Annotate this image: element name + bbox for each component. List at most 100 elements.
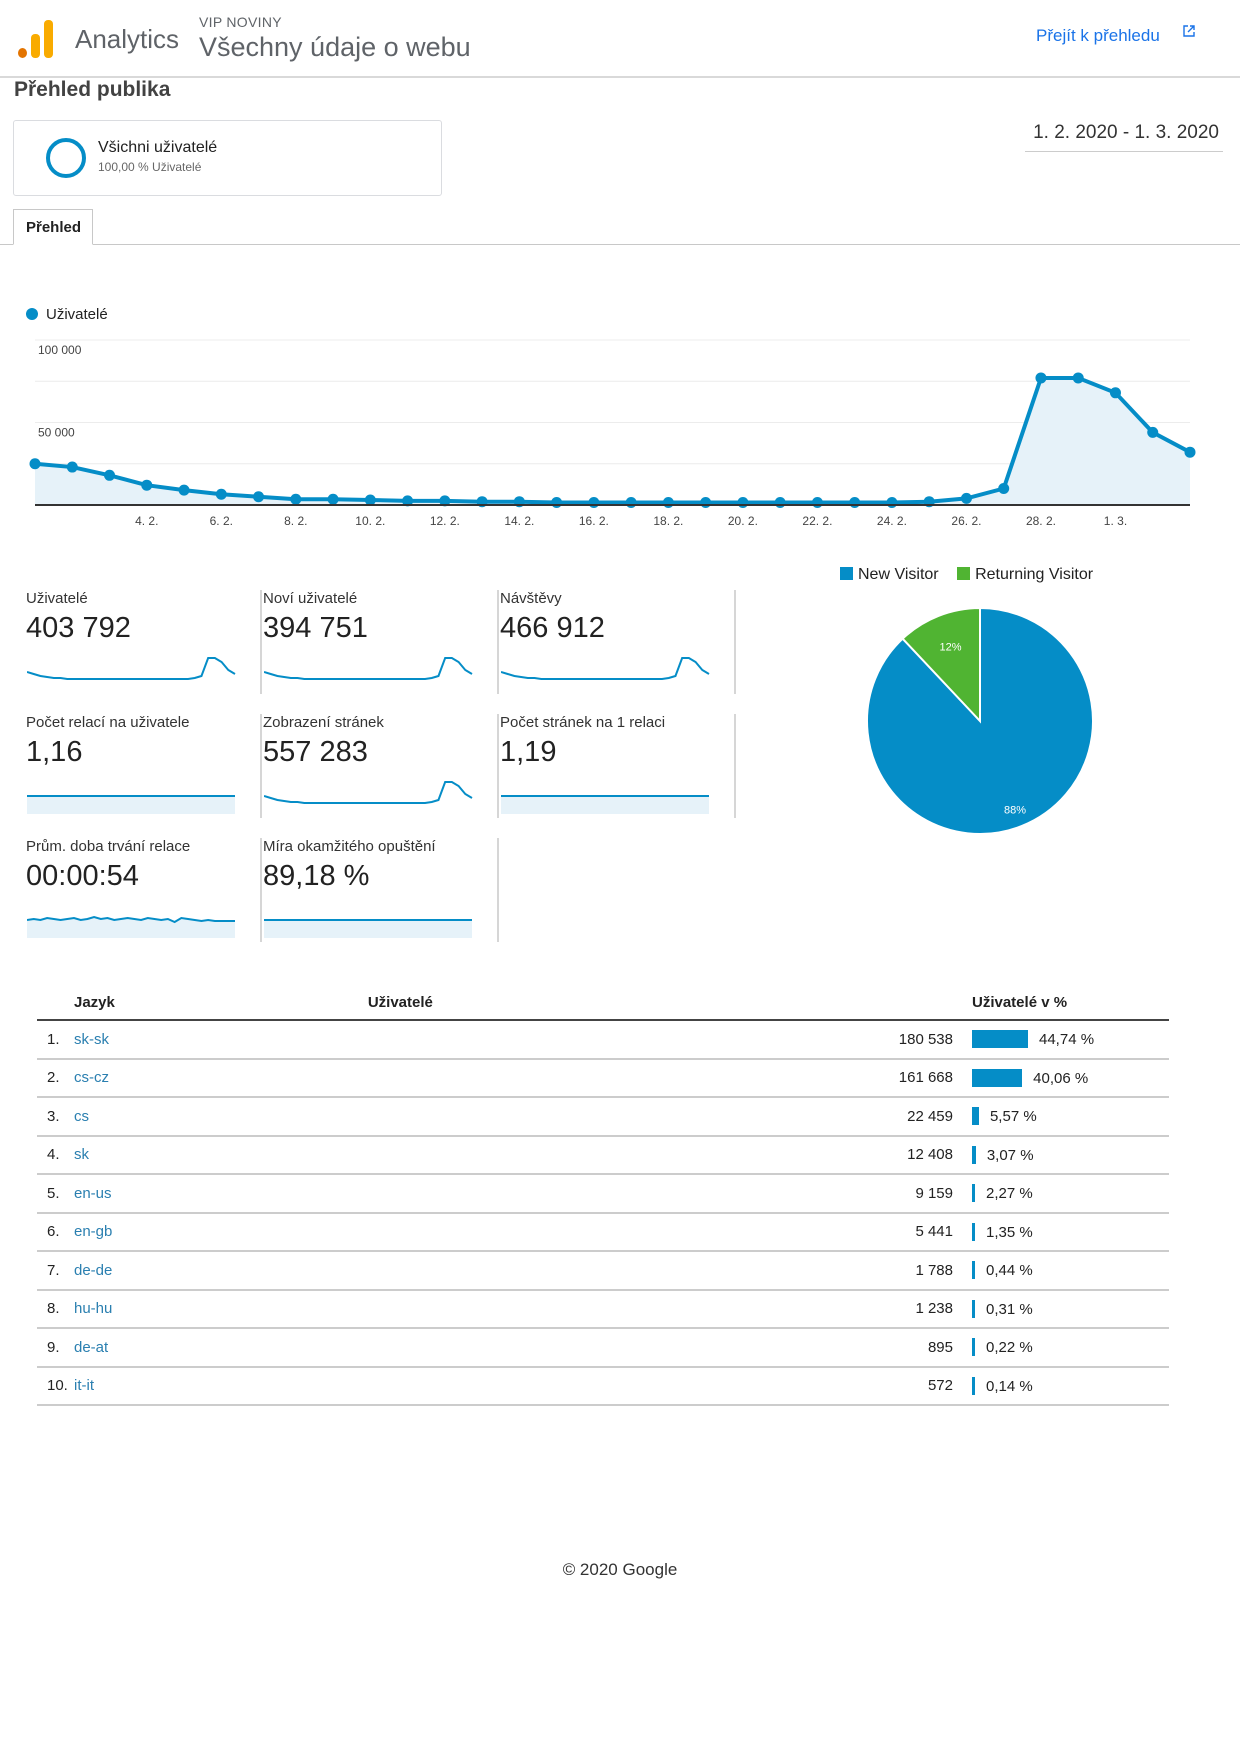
data-point[interactable] <box>811 497 823 509</box>
language-table: Jazyk Uživatelé Uživatelé v % 1. sk-sk 180… <box>37 985 1169 1406</box>
data-point[interactable] <box>1035 372 1047 384</box>
metric-sparkline <box>264 781 473 804</box>
row-users: 1 238 <box>367 1289 972 1329</box>
language-link[interactable]: en-us <box>74 1184 112 1202</box>
language-link[interactable]: de-de <box>74 1261 113 1279</box>
data-point[interactable] <box>402 495 414 507</box>
data-point[interactable] <box>774 497 786 509</box>
data-point[interactable] <box>886 497 898 509</box>
goto-report-link[interactable]: Přejít k přehledu <box>1036 26 1160 45</box>
header-users-pct[interactable]: Uživatelé v % <box>972 985 1169 1021</box>
row-language[interactable]: en-us <box>74 1174 368 1214</box>
row-language[interactable]: cs-cz <box>74 1058 368 1098</box>
metric-tile[interactable]: Noví uživatelé 394 751 <box>263 590 499 700</box>
language-link[interactable]: de-at <box>74 1338 109 1356</box>
data-point[interactable] <box>588 497 600 509</box>
language-link[interactable]: hu-hu <box>74 1300 113 1318</box>
header-users[interactable]: Uživatelé <box>367 985 972 1021</box>
row-language[interactable]: de-at <box>74 1328 368 1368</box>
row-language[interactable]: it-it <box>74 1366 368 1406</box>
data-point[interactable] <box>1072 372 1084 384</box>
language-link[interactable]: sk-sk <box>74 1030 109 1048</box>
data-point[interactable] <box>215 488 227 500</box>
data-point[interactable] <box>327 493 339 505</box>
data-point[interactable] <box>625 497 637 509</box>
row-language[interactable]: hu-hu <box>74 1289 368 1329</box>
data-point[interactable] <box>662 497 674 509</box>
metric-value: 557 283 <box>263 736 368 768</box>
segment-chip[interactable]: Všichni uživatelé 100,00 % Uživatelé <box>13 120 442 196</box>
row-language[interactable]: cs <box>74 1097 368 1137</box>
legend-item-new[interactable]: New Visitor <box>840 566 939 583</box>
date-range-picker[interactable]: 1. 2. 2020 - 1. 3. 2020 <box>1025 122 1223 152</box>
legend-dot-icon <box>26 308 38 320</box>
legend-item-returning[interactable]: Returning Visitor <box>957 566 1093 583</box>
language-link[interactable]: cs <box>74 1107 89 1125</box>
row-language[interactable]: de-de <box>74 1251 368 1291</box>
analytics-logo-icon[interactable] <box>18 20 54 58</box>
data-point[interactable] <box>104 469 116 481</box>
metric-tile[interactable]: Uživatelé 403 792 <box>26 590 262 700</box>
x-tick-label: 26. 2. <box>951 514 981 528</box>
users-series-line <box>34 375 1191 505</box>
metric-tile[interactable]: Prům. doba trvání relace 00:00:54 <box>26 838 262 948</box>
metric-tile[interactable]: Počet relací na uživatele 1,16 <box>26 714 262 824</box>
data-point[interactable] <box>1109 387 1121 399</box>
x-tick-label: 4. 2. <box>135 514 158 528</box>
language-link[interactable]: sk <box>74 1146 89 1164</box>
metric-sparkline <box>27 657 236 680</box>
external-link-icon[interactable] <box>1183 25 1195 37</box>
pie-slice-returning-visitor[interactable] <box>901 606 981 724</box>
row-users: 572 <box>367 1366 972 1406</box>
data-point[interactable] <box>849 497 861 509</box>
metric-tile[interactable]: Míra okamžitého opuštění 89,18 % <box>263 838 499 948</box>
row-language[interactable]: sk-sk <box>74 1020 368 1060</box>
tab-overview[interactable]: Přehled <box>13 209 93 245</box>
metric-tile[interactable]: Návštěvy 466 912 <box>500 590 736 700</box>
data-point[interactable] <box>141 479 153 491</box>
data-point[interactable] <box>700 497 712 509</box>
page-title: Přehled publika <box>14 78 171 101</box>
table-row: 1. sk-sk 180 538 44,74 % <box>37 1020 1169 1060</box>
data-point[interactable] <box>66 461 78 473</box>
x-tick-label: 18. 2. <box>653 514 683 528</box>
users-legend[interactable]: Uživatelé <box>26 306 108 323</box>
data-point[interactable] <box>253 491 265 503</box>
data-point[interactable] <box>364 494 376 506</box>
data-point[interactable] <box>1184 446 1196 458</box>
language-link[interactable]: it-it <box>74 1377 94 1395</box>
row-users-pct: 0,22 % <box>972 1328 1169 1368</box>
data-point[interactable] <box>737 497 749 509</box>
metric-label: Prům. doba trvání relace <box>26 838 191 855</box>
row-language[interactable]: sk <box>74 1135 368 1175</box>
data-point[interactable] <box>998 483 1010 494</box>
data-point[interactable] <box>178 484 190 496</box>
row-users-pct: 0,31 % <box>972 1289 1169 1329</box>
data-point[interactable] <box>29 458 41 470</box>
data-point[interactable] <box>960 492 972 504</box>
data-point[interactable] <box>290 493 302 505</box>
metric-value: 89,18 % <box>263 860 370 892</box>
row-language[interactable]: en-gb <box>74 1212 368 1252</box>
header-language[interactable]: Jazyk <box>74 985 368 1021</box>
metric-value: 394 751 <box>263 612 368 644</box>
metric-tile[interactable]: Zobrazení stránek 557 283 <box>263 714 499 824</box>
row-users: 5 441 <box>367 1212 972 1252</box>
row-users-pct: 5,57 % <box>972 1097 1169 1137</box>
table-row: 3. cs 22 459 5,57 % <box>37 1097 1169 1137</box>
metric-label: Počet relací na uživatele <box>26 714 190 731</box>
data-point[interactable] <box>1147 426 1159 438</box>
account-name: VIP NOVINY <box>199 14 282 30</box>
pct-value: 0,14 % <box>986 1377 1033 1395</box>
pct-value: 3,07 % <box>986 1146 1034 1164</box>
property-name: Všechny údaje o webu <box>199 32 471 62</box>
metric-tile[interactable]: Počet stránek na 1 relaci 1,19 <box>500 714 736 824</box>
data-point[interactable] <box>551 497 563 509</box>
data-point[interactable] <box>439 495 451 507</box>
pie-slice-new-visitor[interactable] <box>866 606 1094 835</box>
language-link[interactable]: en-gb <box>74 1223 113 1241</box>
metric-divider <box>497 590 499 694</box>
pct-bar <box>972 1261 975 1280</box>
pct-value: 44,74 % <box>1039 1031 1095 1049</box>
language-link[interactable]: cs-cz <box>74 1069 109 1087</box>
